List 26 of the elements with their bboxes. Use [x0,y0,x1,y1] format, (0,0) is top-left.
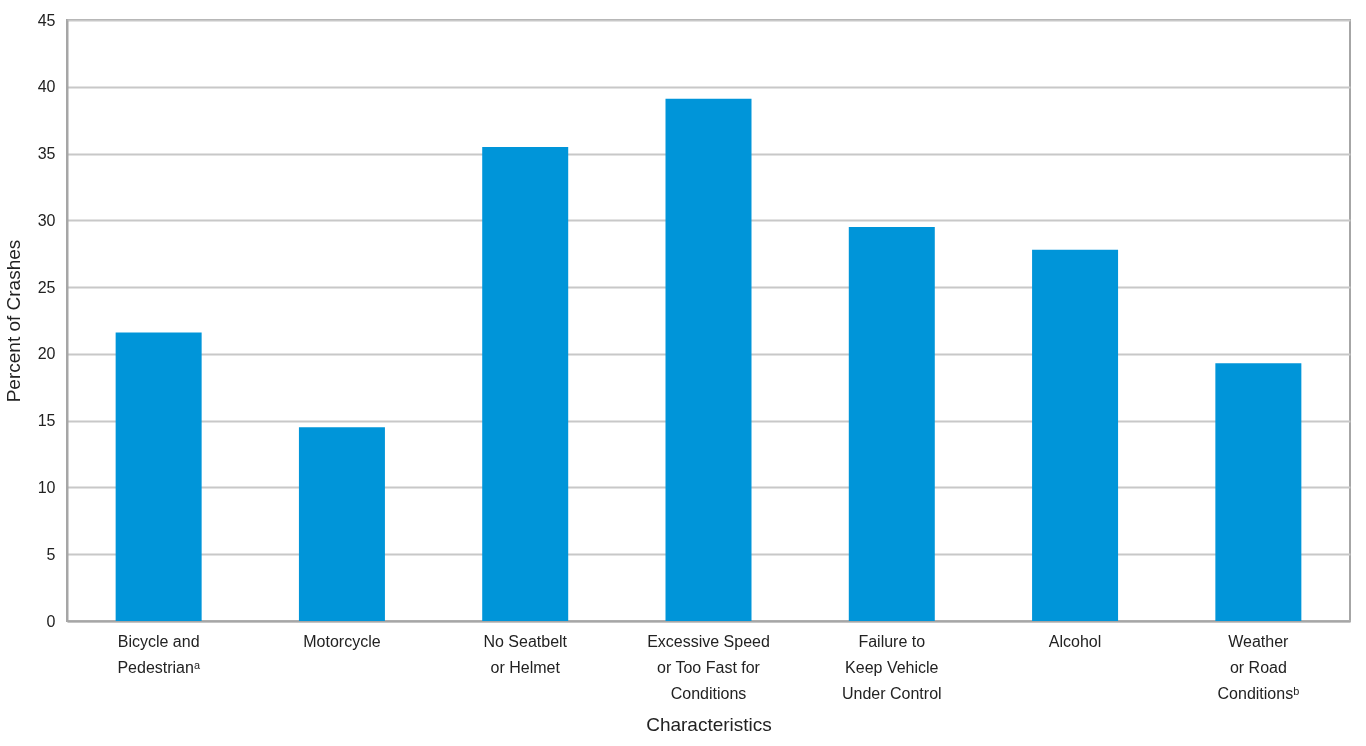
x-tick-label: Failure to Keep Vehicle Under Control [841,632,942,702]
x-axis-title: Characteristics [646,713,772,735]
bar [665,98,752,621]
bar [482,146,569,621]
y-tick-label: 30 [37,211,56,229]
y-tick-label: 15 [37,412,56,430]
bar [115,332,202,621]
y-tick-label: 35 [37,145,56,163]
x-tick-label: No Seatbelt or Helmet [483,632,568,676]
x-tick-label: Alcohol [1048,632,1102,650]
x-tick-label: Bicycle and Pedestrianᵃ [117,632,201,676]
y-tick-label: 10 [37,478,56,496]
x-tick-label: Weather or Road Conditionsᵇ [1217,632,1300,702]
y-tick-label: 0 [46,612,56,630]
y-tick-label: 25 [37,278,56,296]
y-tick-label: 45 [37,11,56,29]
x-tick-label: Excessive Speed or Too Fast for Conditions [647,632,770,702]
y-tick-label: 40 [37,78,56,96]
y-axis-title: Percent of Crashes [2,239,24,403]
y-tick-label: 20 [37,345,56,363]
bar [848,227,935,621]
bar [1032,249,1119,621]
y-tick-label: 5 [46,545,56,563]
x-tick-label: Motorcycle [303,632,381,650]
bar [1215,363,1302,621]
bar [298,427,385,621]
